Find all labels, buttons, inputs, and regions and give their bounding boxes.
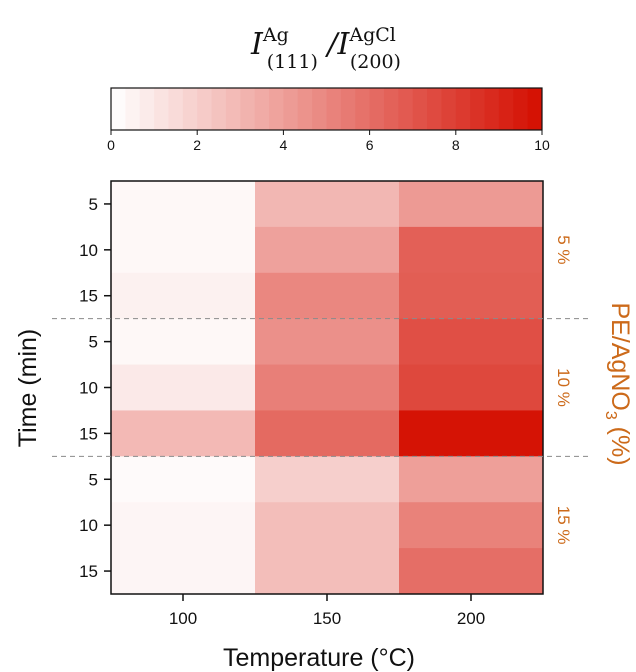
x-axis-title: Temperature (°C): [223, 644, 415, 672]
colorbar-segment: [427, 88, 442, 130]
colorbar-segment: [269, 88, 284, 130]
heatmap-cell: [399, 364, 544, 411]
colorbar-segment: [326, 88, 342, 130]
group-label: 5 %: [554, 235, 573, 264]
colorbar-segment: [240, 88, 256, 130]
x-axis: 100 150 200: [169, 594, 485, 628]
colorbar-segment: [111, 88, 126, 130]
heatmap-cell: [399, 456, 544, 503]
heatmap-cell: [255, 318, 400, 366]
chart-title: IAg (111) /IAgCl (200): [250, 24, 401, 73]
colorbar-segment: [455, 88, 471, 130]
colorbar-segment: [441, 88, 457, 130]
colorbar-segment: [182, 88, 198, 130]
y-tick-label: 15: [79, 424, 98, 443]
colorbar-segment: [369, 88, 385, 130]
colorbar-tick-label: 6: [366, 137, 374, 153]
y-tick-label: 5: [89, 333, 98, 352]
colorbar-segment: [498, 88, 514, 130]
colorbar-segment: [527, 88, 543, 130]
colorbar-segment: [470, 88, 486, 130]
heatmap-cell: [255, 272, 400, 320]
heatmap-cell: [111, 456, 256, 503]
heatmap-cells: [111, 181, 544, 595]
heatmap-cell: [255, 226, 400, 274]
y-axis-title: Time (min): [14, 329, 42, 448]
colorbar: 0 2 4 6 8 10: [107, 87, 550, 153]
y-tick-label: 5: [89, 195, 98, 214]
y-tick-label: 10: [79, 241, 98, 260]
group-axis-title: PE/AgNO3 (%): [602, 302, 634, 465]
y-tick-label: 15: [79, 562, 98, 581]
colorbar-frame: [110, 87, 543, 131]
colorbar-segment: [383, 88, 399, 130]
colorbar-tick-label: 2: [193, 137, 201, 153]
colorbar-segment: [312, 88, 327, 130]
colorbar-segment: [297, 88, 313, 130]
y-tick-label: 15: [79, 287, 98, 306]
colorbar-segment: [197, 88, 213, 130]
colorbar-segment: [484, 88, 500, 130]
heatmap-cell: [255, 364, 400, 411]
x-tick-label: 150: [313, 609, 341, 628]
heatmap-cell: [111, 181, 256, 228]
heatmap-cell: [255, 181, 400, 228]
colorbar-tick-label: 4: [280, 137, 288, 153]
colorbar-segment: [254, 88, 270, 130]
heatmap-cell: [399, 272, 544, 320]
heatmap-cell: [399, 548, 544, 595]
x-tick-label: 200: [457, 609, 485, 628]
heatmap-cell: [255, 548, 400, 595]
colorbar-segment: [513, 88, 529, 130]
colorbar-segment: [154, 88, 169, 130]
heatmap-cell: [399, 318, 544, 366]
heatmap-cell: [111, 502, 256, 549]
colorbar-segment: [355, 88, 371, 130]
heatmap-cell: [399, 181, 544, 228]
colorbar-segment: [139, 88, 155, 130]
heatmap-cell: [399, 410, 544, 457]
heatmap-cell: [255, 502, 400, 549]
x-tick-label: 100: [169, 609, 197, 628]
colorbar-segment: [283, 88, 299, 130]
group-label: 10 %: [554, 368, 573, 407]
y-axis: 5 10 15 5 10 15 5 10 15: [79, 195, 111, 581]
colorbar-segment: [412, 88, 428, 130]
heatmap-cell: [399, 502, 544, 549]
colorbar-tick-label: 0: [107, 137, 115, 153]
colorbar-segment: [340, 88, 356, 130]
colorbar-tick-label: 10: [534, 137, 550, 153]
y-tick-label: 10: [79, 379, 98, 398]
colorbar-segment: [211, 88, 227, 130]
heatmap-cell: [111, 548, 256, 595]
heatmap-cell: [111, 272, 256, 320]
colorbar-segment: [398, 88, 414, 130]
heatmap-cell: [111, 226, 256, 274]
colorbar-tick-label: 8: [452, 137, 460, 153]
colorbar-segment: [125, 88, 141, 130]
heatmap-cell: [399, 226, 544, 274]
group-separators: [52, 318, 592, 457]
heatmap-cell: [255, 456, 400, 503]
heatmap-cell: [111, 318, 256, 366]
colorbar-segment: [225, 88, 241, 130]
group-labels: 5 % 10 % 15 %: [554, 235, 573, 544]
y-tick-label: 5: [89, 470, 98, 489]
group-label: 15 %: [554, 506, 573, 545]
heatmap-cell: [111, 364, 256, 411]
heatmap-cell: [255, 410, 400, 457]
y-tick-label: 10: [79, 516, 98, 535]
colorbar-segment: [168, 88, 184, 130]
heatmap-cell: [111, 410, 256, 457]
